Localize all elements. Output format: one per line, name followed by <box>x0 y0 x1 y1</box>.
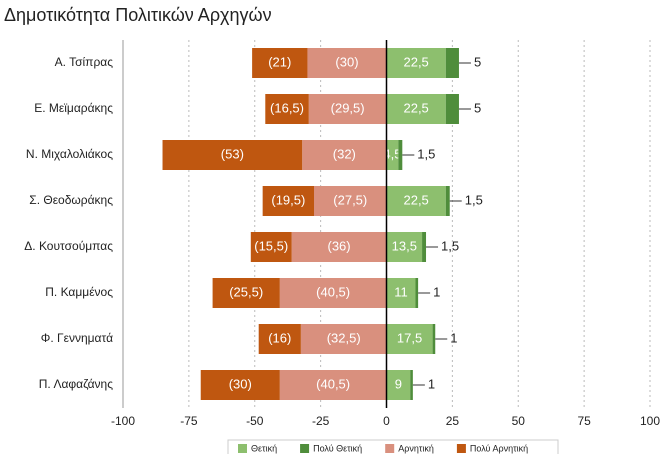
bar-segment <box>422 232 427 262</box>
value-label: (29,5) <box>331 100 365 115</box>
value-label: (32) <box>333 146 356 161</box>
value-label: 1 <box>433 284 440 299</box>
value-label: (32,5) <box>327 330 361 345</box>
x-tick-label: 100 <box>640 414 660 428</box>
bar-segment <box>415 278 419 308</box>
bar-segment <box>386 324 433 354</box>
bar-segment <box>279 370 387 400</box>
value-label: (30) <box>229 376 252 391</box>
value-label: (36) <box>328 238 351 253</box>
chart-title: Δημοτικότητα Πολιτικών Αρχηγών <box>4 5 272 25</box>
value-label: (40,5) <box>316 376 350 391</box>
category-label: Φ. Γεννηματά <box>41 331 113 345</box>
bar-segment <box>386 370 411 400</box>
value-label: (53) <box>221 146 244 161</box>
x-tick-label: 0 <box>383 414 390 428</box>
bar-segment <box>252 48 308 78</box>
value-label: (15,5) <box>254 238 288 253</box>
value-label: 17,5 <box>397 330 422 345</box>
bar-segment <box>386 140 399 170</box>
value-label: (40,5) <box>316 284 350 299</box>
bar-segment <box>258 324 301 354</box>
x-tick-label: -50 <box>246 414 264 428</box>
bar-segment <box>445 94 459 124</box>
x-tick-label: -25 <box>312 414 330 428</box>
value-label: 5 <box>474 54 481 69</box>
bar-segment <box>432 324 436 354</box>
legend-label: Πολύ Θετική <box>313 443 362 453</box>
value-label: (16,5) <box>270 100 304 115</box>
category-label: Σ. Θεοδωράκης <box>29 193 113 207</box>
value-label: 22,5 <box>403 192 428 207</box>
value-label: (16) <box>268 330 291 345</box>
legend-swatch <box>385 444 395 453</box>
bar-segment <box>300 324 387 354</box>
bar-segment <box>445 186 450 216</box>
value-label: 4,5 <box>383 146 401 161</box>
legend-swatch <box>300 444 310 453</box>
value-label: 9 <box>395 376 402 391</box>
value-label: 1,5 <box>441 238 459 253</box>
bar-segment <box>200 370 280 400</box>
category-label: Α. Τσίπρας <box>55 55 114 69</box>
value-label: 13,5 <box>392 238 417 253</box>
bar-segment <box>398 140 403 170</box>
bar-segment <box>302 140 387 170</box>
bar-segment <box>291 232 387 262</box>
value-label: (27,5) <box>333 192 367 207</box>
value-label: 1 <box>428 376 435 391</box>
bar-segment <box>162 140 303 170</box>
bar-segment <box>410 370 413 400</box>
category-label: Ν. Μιχαλολιάκος <box>26 147 113 161</box>
value-label: (21) <box>268 54 291 69</box>
value-label: 1 <box>450 330 457 345</box>
bar-segment <box>262 186 315 216</box>
bar-segment <box>386 232 423 262</box>
legend-label: Πολύ Αρνητική <box>470 443 528 453</box>
x-tick-label: 50 <box>512 414 526 428</box>
category-label: Π. Λαφαζάνης <box>39 377 113 391</box>
bar-segment <box>265 94 309 124</box>
category-label: Δ. Κουτσούμπας <box>24 239 113 253</box>
bar-segment <box>386 186 446 216</box>
value-label: 1,5 <box>465 192 483 207</box>
value-label: 11 <box>394 284 408 299</box>
bar-segment <box>386 48 446 78</box>
value-label: 22,5 <box>403 54 428 69</box>
value-label: 22,5 <box>403 100 428 115</box>
value-label: (30) <box>335 54 358 69</box>
value-label: 5 <box>474 100 481 115</box>
legend-swatch <box>238 444 247 453</box>
bar-segment <box>314 186 387 216</box>
x-tick-label: 75 <box>577 414 591 428</box>
bar-segment <box>445 48 459 78</box>
legend-swatch <box>456 444 466 453</box>
bar-segment <box>386 278 416 308</box>
bar-segment <box>250 232 292 262</box>
bar-segment <box>307 48 387 78</box>
category-label: Π. Καμμένος <box>45 285 113 299</box>
bar-segment <box>308 94 387 124</box>
value-label: 1,5 <box>417 146 435 161</box>
x-tick-label: 25 <box>446 414 460 428</box>
bar-segment <box>386 94 446 124</box>
legend-label: Αρνητική <box>398 443 434 453</box>
value-label: (19,5) <box>271 192 305 207</box>
bar-segment <box>212 278 280 308</box>
x-tick-label: -100 <box>111 414 135 428</box>
x-tick-label: -75 <box>180 414 198 428</box>
bar-segment <box>279 278 387 308</box>
category-label: Ε. Μεϊμαράκης <box>34 101 113 115</box>
legend-label: Θετική <box>251 443 277 453</box>
value-label: (25,5) <box>229 284 263 299</box>
